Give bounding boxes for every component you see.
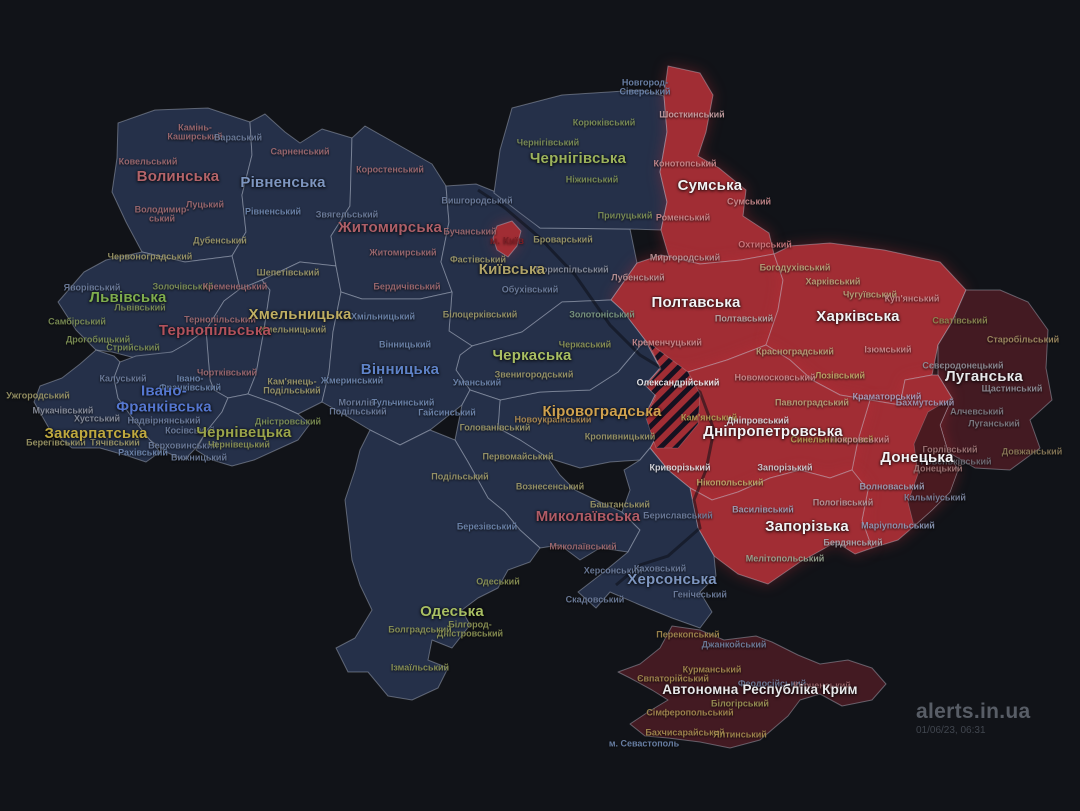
dnipro-river [477,188,716,587]
region-odesa[interactable] [335,429,541,701]
region-crimea[interactable] [617,625,887,749]
region-kherson[interactable] [577,447,717,629]
region-chernihiv[interactable] [493,89,668,231]
region-ivano_frankivsk[interactable] [113,329,229,461]
region-volyn[interactable] [111,107,253,263]
region-vinnytsia[interactable] [321,291,473,446]
region-cherkasy[interactable] [455,299,646,401]
overlay-oleksandriiskyi_hatch[interactable] [645,341,701,449]
overlay-donetsk_east[interactable] [907,397,959,527]
region-luhansk[interactable] [937,289,1053,471]
region-zaporizhzhia[interactable] [689,469,873,585]
region-chernivtsi[interactable] [195,393,311,467]
region-sumy[interactable] [659,65,775,265]
region-kyiv_city[interactable] [492,220,522,258]
